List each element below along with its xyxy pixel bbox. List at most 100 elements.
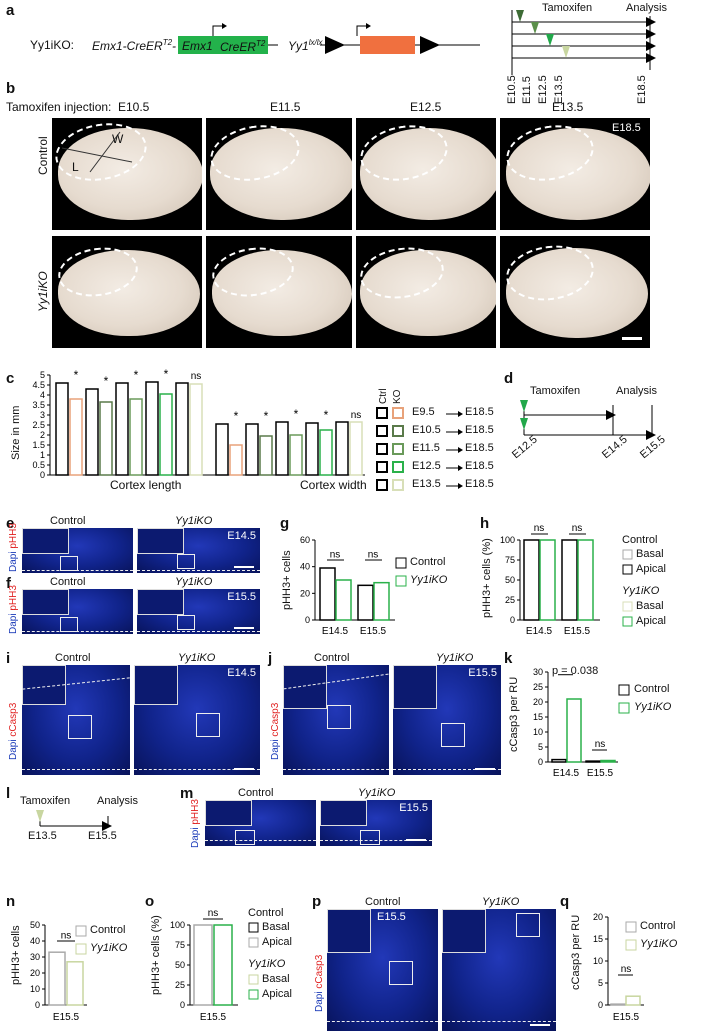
stage-e18: E18.5 — [612, 122, 641, 134]
chart-n: 0 10 20 30 40 50 E15.5 ns — [30, 920, 87, 1023]
y-tick-label: 15 — [533, 712, 543, 722]
panel-label-c: c — [6, 370, 15, 387]
a-time-e11: E11.5 — [521, 76, 533, 104]
y-tick-label: 1 — [40, 450, 45, 460]
bar-ko — [159, 393, 173, 476]
sig-mark: ns — [61, 931, 72, 942]
bar-control — [357, 584, 374, 621]
x-tick-label: E15.5 — [587, 768, 614, 779]
brain-photo-control-e12 — [356, 118, 496, 230]
y-tick-label: 0 — [40, 470, 45, 480]
sig-mark: ns — [572, 523, 583, 534]
y-tick-label: 0.5 — [32, 460, 45, 470]
chart-k: 0 5 10 15 20 25 30 E14.5 E15.5 ns — [533, 667, 618, 779]
emx1-label: Emx1 — [182, 39, 213, 53]
h-ylabel: pHH3+ cells (%) — [481, 538, 493, 618]
i-ylabel: Dapi cCasp3 — [8, 702, 19, 760]
y-tick-label: 25 — [175, 980, 185, 990]
y-tick-label: 50 — [175, 960, 185, 970]
x-tick-label: E15.5 — [360, 626, 387, 637]
j-ylabel: Dapi cCasp3 — [270, 702, 281, 760]
n-ylabel: pHH3+ cells — [10, 925, 22, 985]
x-tick-label: E14.5 — [526, 626, 553, 637]
x-tick-label: E14.5 — [553, 768, 580, 779]
panel-label-a: a — [6, 2, 15, 19]
bar-control — [523, 539, 540, 621]
w-label: W — [112, 132, 124, 146]
y-tick-label: 10 — [533, 727, 543, 737]
y-tick-label: 3.5 — [32, 400, 45, 410]
brain-photo-control-e11 — [206, 118, 352, 230]
bar-ctrl — [85, 388, 99, 476]
brain-photo-ko-e11 — [206, 236, 352, 348]
bar-ko — [577, 539, 594, 621]
panel-label-g: g — [280, 515, 290, 532]
y-tick-label: 40 — [30, 936, 40, 946]
y-tick-label: 15 — [593, 934, 603, 944]
creer-label: CreERT2 — [220, 39, 266, 54]
bar-ctrl — [215, 423, 229, 476]
panel-label-e: e — [6, 515, 15, 532]
allele1-label: Emx1-CreERT2- — [92, 38, 177, 53]
micro-m-control — [205, 800, 316, 846]
panel-label-k: k — [504, 650, 513, 667]
y-tick-label: 30 — [30, 952, 40, 962]
genotype-label: Yy1iKO: — [30, 38, 75, 52]
brain-photo-control-e13: E18.5 — [500, 118, 650, 230]
f-ylabel: Dapi pHH3 — [8, 585, 19, 634]
panel-label-l: l — [6, 785, 11, 802]
sig-mark: ns — [208, 908, 219, 919]
sig-mark: ns — [330, 550, 341, 561]
col-e11: E11.5 — [270, 100, 301, 114]
sig-mark: * — [74, 368, 79, 382]
x-tick-label: E15.5 — [613, 1012, 640, 1023]
a-tamoxifen: Tamoxifen — [542, 2, 593, 14]
y-tick-label: 20 — [30, 968, 40, 978]
brain-photo-control-e10: W L — [52, 118, 202, 230]
bar-control — [319, 567, 336, 621]
m-ylabel: Dapi pHH3 — [190, 799, 201, 848]
panel-label-d: d — [504, 370, 514, 387]
bar-ctrl — [245, 423, 259, 476]
y-tick-label: 2.5 — [32, 420, 45, 430]
sig-mark: ns — [595, 739, 606, 750]
legend-ko: KO — [392, 389, 403, 404]
e-ylabel: Dapi pHH3 — [8, 523, 19, 572]
a-time-e10: E10.5 — [506, 75, 518, 104]
col-e12: E12.5 — [410, 100, 442, 114]
bar-ko — [259, 435, 273, 476]
sig-mark: * — [234, 409, 239, 423]
y-tick-label: 100 — [170, 920, 185, 930]
x-tick-label: E15.5 — [53, 1012, 80, 1023]
bar-ko — [189, 383, 203, 476]
p-ylabel: Dapi cCasp3 — [314, 954, 325, 1012]
y-tick-label: 5 — [538, 742, 543, 752]
bar-ko — [319, 429, 333, 476]
panel-label-i: i — [6, 650, 11, 667]
bar-ko — [539, 539, 556, 621]
sig-mark: ns — [368, 550, 379, 561]
y-tick-label: 40 — [300, 562, 310, 572]
l-label: L — [72, 160, 79, 174]
brain-photo-ko-e13 — [500, 236, 650, 348]
c-group-width: Cortex width — [300, 478, 367, 492]
y-tick-label: 3 — [40, 410, 45, 420]
y-tick-label: 25 — [505, 595, 515, 605]
micro-p-control: E15.5 — [327, 909, 438, 1031]
bar-ko — [566, 698, 582, 763]
bar-ctrl — [335, 421, 349, 476]
panel-label-n: n — [6, 893, 16, 910]
bar-ko — [229, 444, 243, 476]
bar-ctrl — [145, 381, 159, 476]
panel-label-p: p — [312, 893, 322, 910]
panel-label-b: b — [6, 80, 16, 97]
y-tick-label: 75 — [175, 940, 185, 950]
sig-mark: * — [134, 368, 139, 382]
sig-mark: * — [104, 374, 109, 388]
y-tick-label: 2 — [40, 430, 45, 440]
y-tick-label: 10 — [30, 984, 40, 994]
y-tick-label: 75 — [505, 555, 515, 565]
bar-ctrl — [115, 382, 129, 476]
c-group-length: Cortex length — [110, 478, 182, 492]
bar-control — [193, 924, 213, 1006]
